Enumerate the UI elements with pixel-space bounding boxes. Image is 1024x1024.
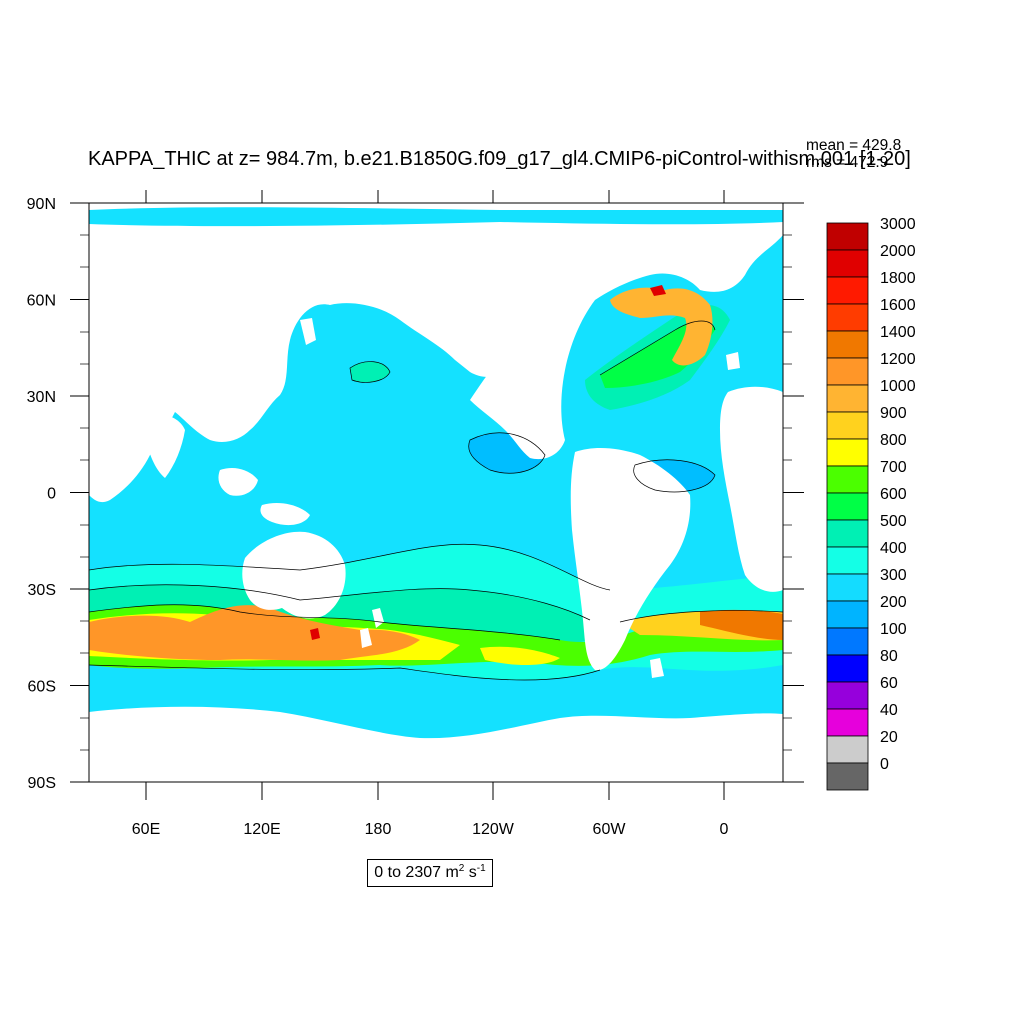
colorbar-swatch [826, 762, 869, 791]
colorbar-swatch [826, 438, 869, 467]
range-prefix: 0 to 2307 m [374, 864, 459, 881]
colorbar-swatch [826, 708, 869, 737]
colorbar-swatch [826, 600, 869, 629]
axis-ticks [70, 190, 804, 800]
colorbar-swatch [826, 222, 869, 251]
lon-label: 120E [243, 821, 280, 838]
minor-ticks [80, 234, 792, 751]
mean-label: mean = 429.8 [806, 137, 902, 154]
colorbar-swatch [826, 546, 869, 575]
colorbar-swatch [826, 573, 869, 602]
north-atlantic-orange [610, 287, 713, 366]
colorbar-label: 500 [880, 513, 907, 530]
colorbar-label: 300 [880, 567, 907, 584]
colorbar-label: 200 [880, 594, 907, 611]
lat-label: 30N [27, 389, 56, 406]
lat-label: 60S [28, 679, 56, 696]
southern-band-yellow-2 [480, 646, 560, 665]
lat-label: 0 [47, 486, 56, 503]
colorbar-label: 1000 [880, 378, 916, 395]
southern-band-orange [89, 605, 420, 661]
colorbar-label: 1200 [880, 351, 916, 368]
colorbar-swatch [826, 627, 869, 656]
colorbar-swatch [826, 249, 869, 278]
range-exp1: 2 [458, 863, 465, 874]
range-unit2: s [464, 864, 477, 881]
colorbar: 3000200018001600140012001000900800700600… [826, 216, 916, 791]
colorbar-swatch [826, 330, 869, 359]
north-atlantic-red-spot [650, 285, 666, 296]
lat-label: 90S [28, 775, 56, 792]
colorbar-swatch [826, 681, 869, 710]
colorbar-label: 0 [880, 756, 889, 773]
colorbar-swatch [826, 735, 869, 764]
colorbar-label: 2000 [880, 243, 916, 260]
rms-label: rms = 472.9 [806, 154, 889, 171]
lat-label: 60N [27, 293, 56, 310]
stats-box: mean = 429.8 rms = 472.9 [806, 137, 901, 171]
colorbar-label: 100 [880, 621, 907, 638]
arctic-ocean-strip [89, 207, 783, 227]
plot-title: KAPPA_THIC at z= 984.7m, b.e21.B1850G.f0… [88, 148, 911, 170]
lon-label: 180 [365, 821, 392, 838]
colorbar-swatch [826, 411, 869, 440]
colorbar-label: 900 [880, 405, 907, 422]
lon-labels: 60E 120E 180 120W 60W 0 [132, 821, 729, 838]
lat-label: 30S [28, 582, 56, 599]
colorbar-label: 1400 [880, 324, 916, 341]
colorbar-label: 40 [880, 702, 898, 719]
colorbar-label: 1800 [880, 270, 916, 287]
colorbar-label: 3000 [880, 216, 916, 233]
north-pacific-teal-patch [350, 361, 390, 383]
colorbar-swatch [826, 519, 869, 548]
lon-label: 60W [593, 821, 627, 838]
colorbar-swatch [826, 384, 869, 413]
colorbar-swatch [826, 654, 869, 683]
range-box: 0 to 2307 m2 s-1 [367, 859, 493, 887]
colorbar-label: 80 [880, 648, 898, 665]
land-masses [89, 203, 783, 782]
colorbar-swatch [826, 492, 869, 521]
colorbar-swatch [826, 303, 869, 332]
colorbar-swatch [826, 357, 869, 386]
colorbar-swatch [826, 276, 869, 305]
colorbar-label: 400 [880, 540, 907, 557]
lon-label: 60E [132, 821, 160, 838]
southern-band-red-spot [310, 628, 320, 640]
colorbar-label: 700 [880, 459, 907, 476]
lon-label: 120W [472, 821, 515, 838]
colorbar-label: 1600 [880, 297, 916, 314]
lat-label: 90N [27, 196, 56, 213]
southern-band-orange-2 [700, 609, 783, 640]
contour-lines [89, 320, 783, 681]
colorbar-label: 800 [880, 432, 907, 449]
lat-labels: 90N 60N 30N 0 30S 60S 90S [27, 196, 56, 792]
lon-label: 0 [720, 821, 729, 838]
colorbar-label: 20 [880, 729, 898, 746]
map-field [89, 203, 783, 782]
colorbar-label: 600 [880, 486, 907, 503]
range-exp2: -1 [476, 863, 486, 874]
colorbar-swatch [826, 465, 869, 494]
colorbar-label: 60 [880, 675, 898, 692]
